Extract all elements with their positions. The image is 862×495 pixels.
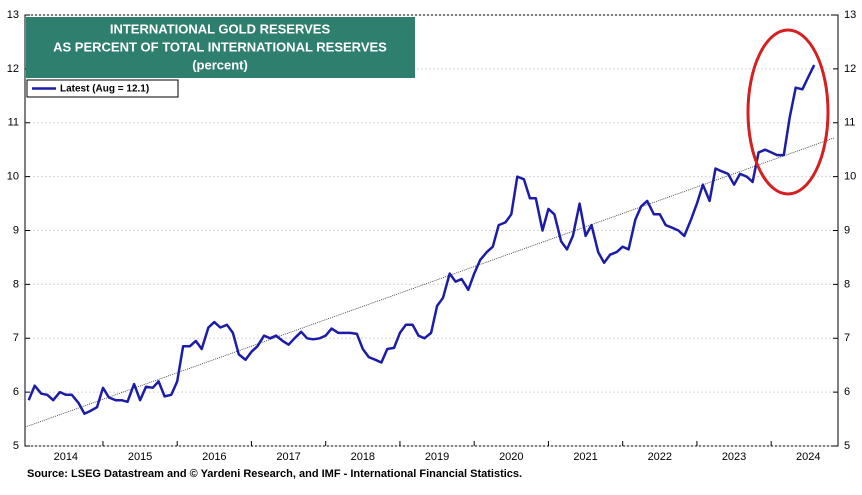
title-line: (percent) [192,57,248,72]
x-tick-label: 2015 [128,451,152,463]
source-note: Source: LSEG Datastream and © Yardeni Re… [27,468,522,480]
x-tick-label: 2022 [648,451,672,463]
title-line: AS PERCENT OF TOTAL INTERNATIONAL RESERV… [53,39,387,54]
y2-tick-label: 13 [844,9,856,21]
y-tick-label: 8 [13,278,19,290]
title-box [26,17,415,78]
legend-label: Latest (Aug = 12.1) [60,84,149,95]
x-tick-label: 2018 [351,451,375,463]
y2-tick-label: 11 [844,117,855,129]
y2-tick-label: 5 [844,440,850,452]
y-tick-label: 6 [13,386,19,398]
x-tick-label: 2023 [722,451,746,463]
y-tick-label: 5 [13,440,19,452]
x-tick-label: 2017 [276,451,300,463]
y-tick-label: 12 [7,63,19,75]
x-tick-label: 2024 [796,451,820,463]
y2-tick-label: 7 [844,332,850,344]
data-line [27,64,816,415]
x-tick-label: 2021 [573,451,597,463]
trend-line [24,137,835,428]
y2-tick-label: 10 [844,171,856,183]
y-tick-label: 7 [13,332,19,344]
y2-tick-label: 6 [844,386,850,398]
x-tick-label: 2019 [425,451,449,463]
y-tick-label: 11 [8,117,19,129]
y2-tick-label: 9 [844,224,850,236]
highlight-circle [746,28,830,196]
y2-tick-label: 8 [844,278,850,290]
x-tick-label: 2020 [499,451,523,463]
y-tick-label: 10 [7,171,19,183]
x-tick-label: 2014 [54,451,78,463]
y2-tick-label: 12 [844,63,856,75]
y-tick-label: 13 [7,9,19,21]
marks [24,14,838,447]
x-tick-label: 2016 [202,451,226,463]
y-tick-label: 9 [13,224,19,236]
legend-box [26,79,179,98]
title-line: INTERNATIONAL GOLD RESERVES [110,21,331,36]
